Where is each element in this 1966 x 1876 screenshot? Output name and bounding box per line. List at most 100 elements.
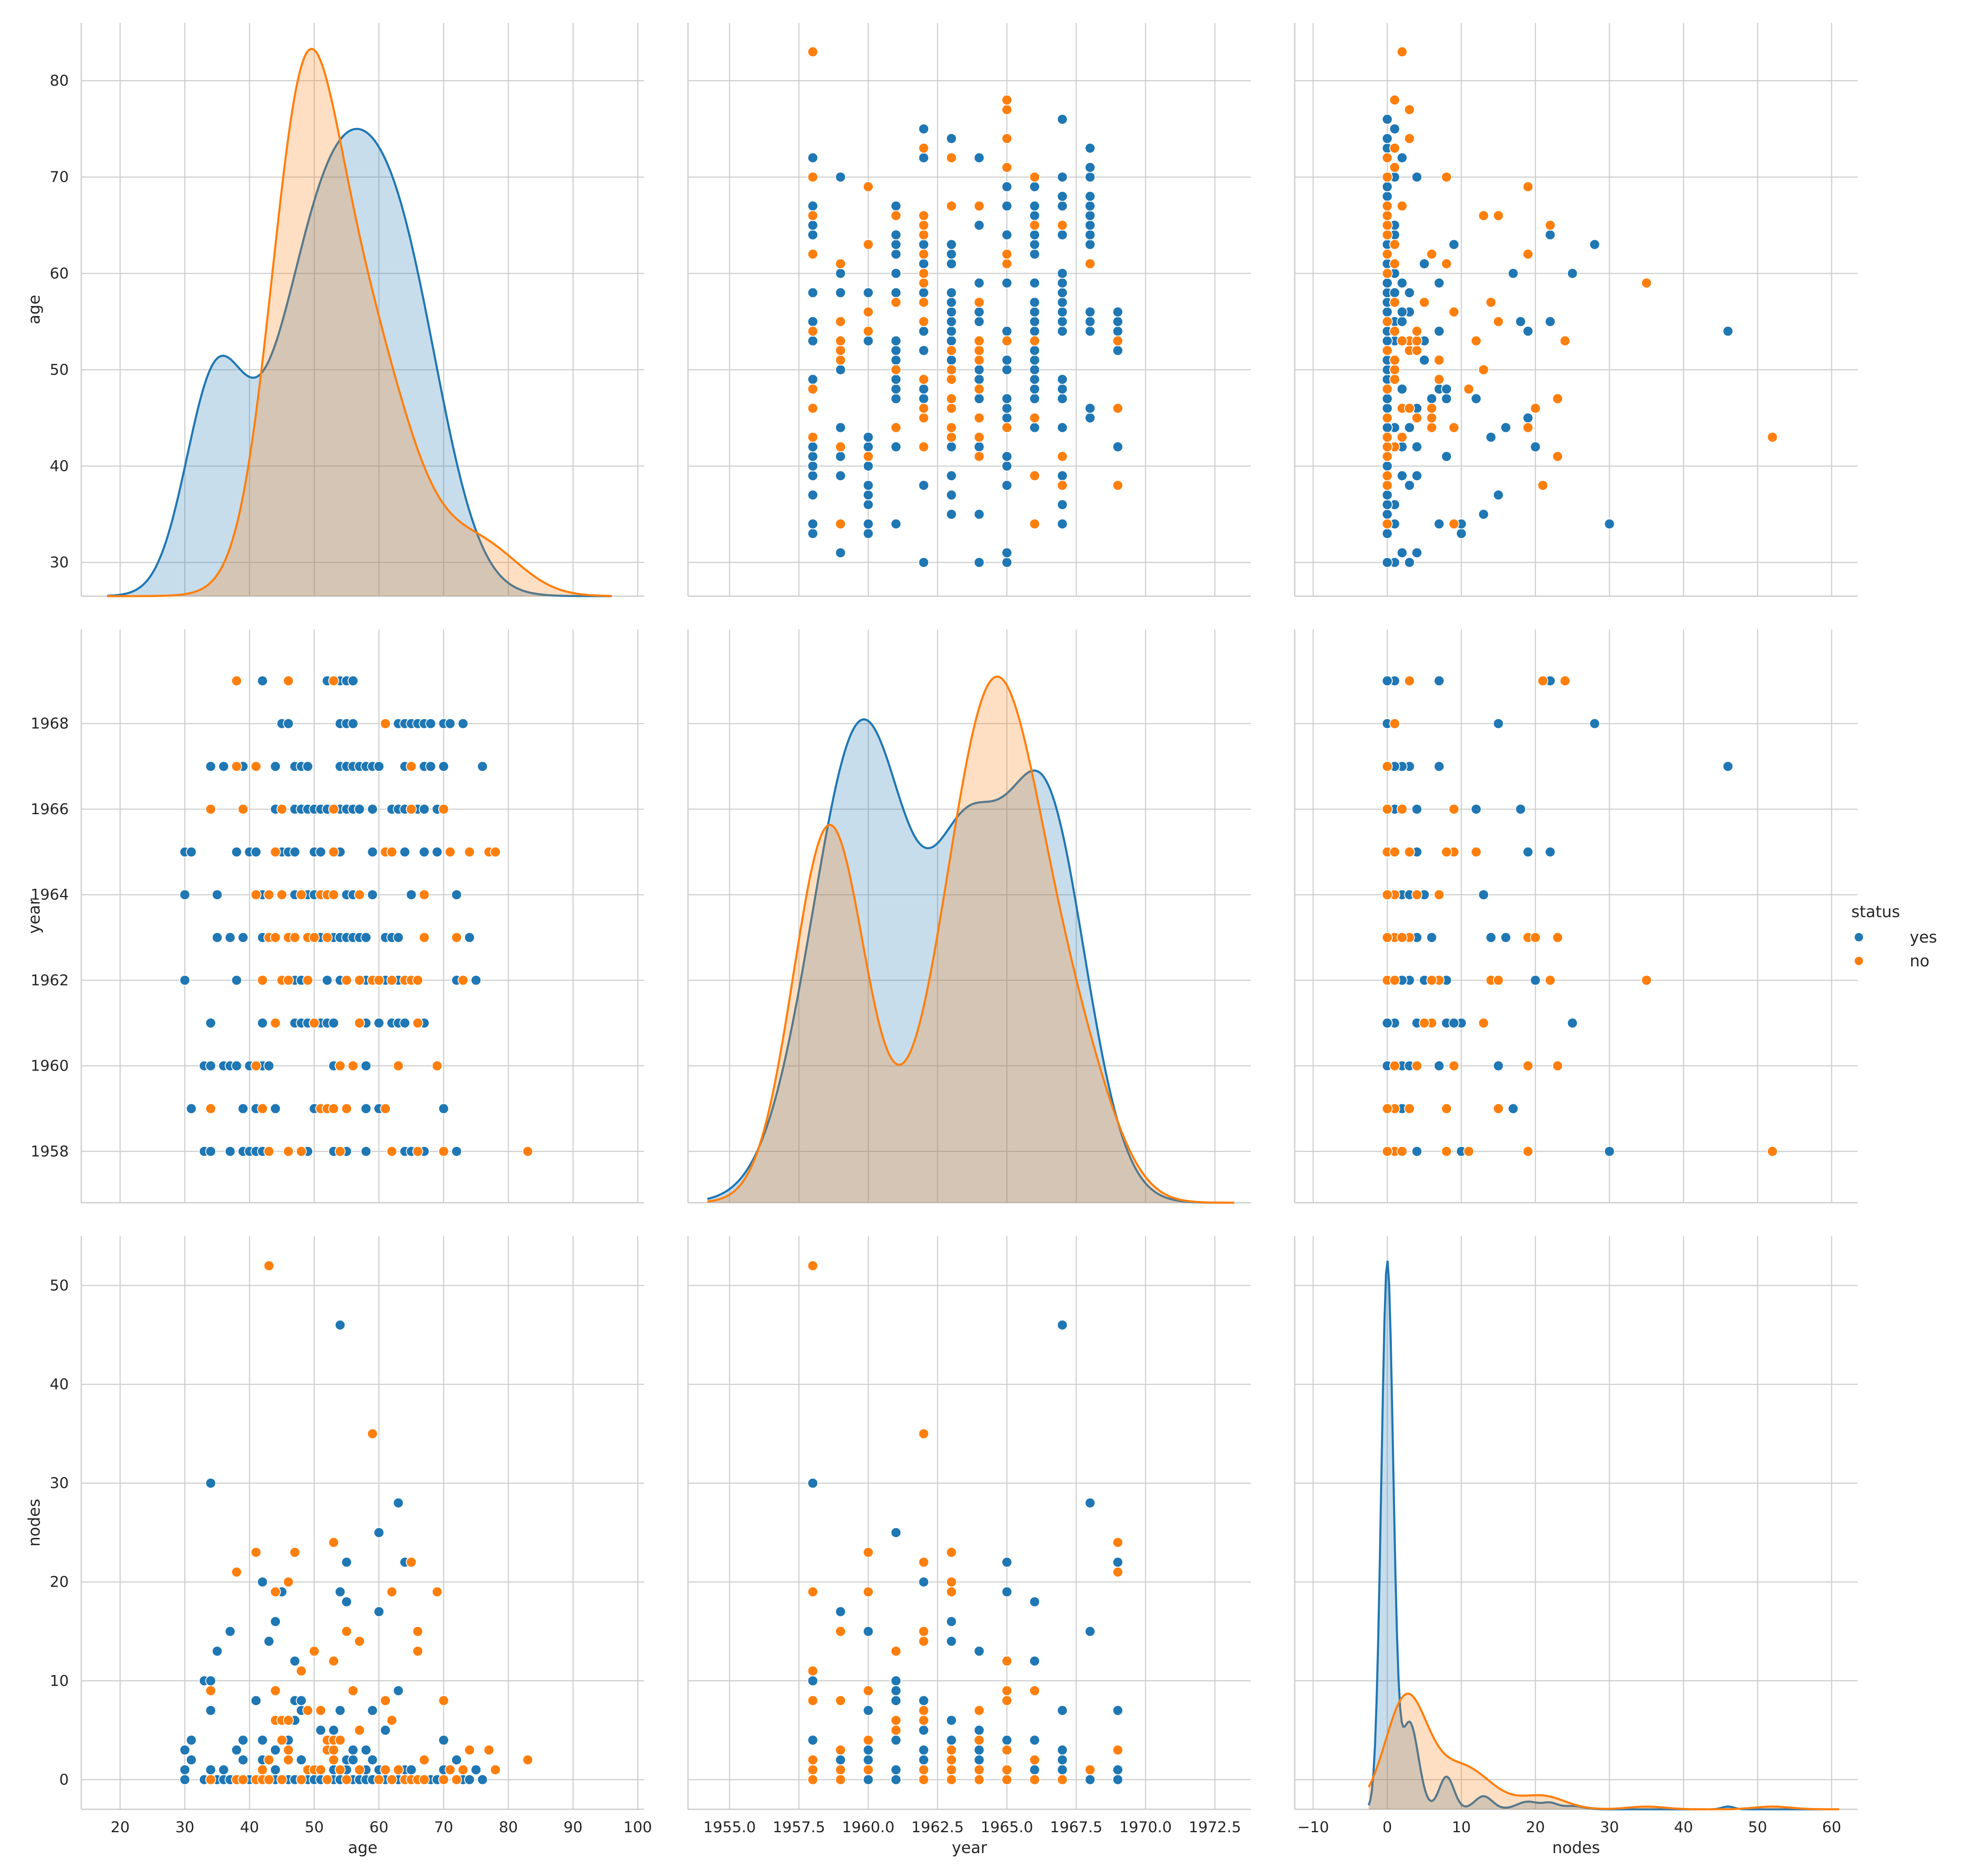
scatter-point-no	[1001, 248, 1012, 260]
legend: status yes no	[1851, 903, 1937, 970]
scatter-point-no	[974, 1705, 985, 1716]
scatter-point-yes	[1112, 1705, 1123, 1716]
scatter-point-yes	[1382, 499, 1393, 510]
scatter-point-no	[863, 1547, 874, 1558]
legend-label-yes: yes	[1910, 928, 1937, 946]
scatter-point-yes	[1434, 277, 1445, 288]
scatter-point-no	[1537, 675, 1549, 687]
scatter-point-no	[1382, 412, 1393, 424]
scatter-point-yes	[1478, 889, 1489, 900]
scatter-point-no	[1434, 374, 1445, 385]
scatter-point-no	[1493, 210, 1504, 221]
scatter-point-yes	[1057, 287, 1068, 298]
scatter-point-no	[974, 1735, 985, 1746]
scatter-point-yes	[1057, 171, 1068, 183]
scatter-point-no	[1001, 1764, 1012, 1776]
scatter-point-yes	[393, 1685, 404, 1696]
scatter-point-no	[1382, 152, 1393, 163]
scatter-point-yes	[1112, 1764, 1123, 1776]
scatter-point-yes	[264, 1060, 274, 1071]
scatter-point-yes	[1029, 393, 1040, 404]
scatter-point-no	[451, 932, 462, 943]
scatter-point-yes	[807, 451, 819, 462]
scatter-point-no	[1001, 335, 1012, 346]
x-tick-label: 50	[1748, 1819, 1767, 1836]
scatter-point-yes	[354, 804, 365, 815]
scatter-point-no	[918, 220, 929, 231]
scatter-point-no	[974, 1764, 985, 1776]
scatter-point-no	[918, 277, 929, 288]
scatter-point-yes	[373, 761, 384, 772]
scatter-point-yes	[1029, 1655, 1040, 1667]
scatter-point-no	[807, 431, 819, 443]
scatter-point-no	[1411, 326, 1423, 337]
scatter-point-no	[1471, 846, 1482, 858]
scatter-point-no	[1544, 975, 1556, 986]
y-tick-label: 1962	[30, 972, 69, 989]
scatter-point-yes	[1544, 316, 1556, 327]
legend-title: status	[1851, 903, 1900, 921]
scatter-point-no	[946, 1764, 957, 1776]
scatter-point-no	[974, 354, 985, 366]
scatter-point-yes	[367, 889, 378, 900]
scatter-point-no	[1382, 316, 1393, 327]
kde-line-yes	[1368, 1261, 1839, 1811]
scatter-point-no	[1404, 104, 1415, 115]
scatter-point-yes	[1085, 229, 1096, 241]
scatter-point-no	[315, 1705, 326, 1716]
scatter-point-no	[835, 1695, 846, 1706]
scatter-point-yes	[890, 384, 901, 395]
kde-fill-no	[107, 49, 612, 596]
y-tick-label: 40	[50, 1376, 69, 1393]
panel-nodes-vs-age: 20 30 40 50 60 70 80 90 100 0 10 20 30 40 50 age nodes	[25, 1236, 652, 1857]
scatter-point-no	[438, 804, 449, 815]
scatter-point-yes	[946, 258, 957, 269]
scatter-point-no	[1448, 1060, 1459, 1071]
scatter-point-yes	[296, 1754, 307, 1766]
scatter-point-no	[464, 846, 475, 858]
scatter-point-no	[257, 1103, 268, 1114]
scatter-point-yes	[360, 1146, 372, 1157]
scatter-point-yes	[1001, 557, 1012, 568]
scatter-point-yes	[1522, 326, 1534, 337]
legend-marker-no	[1854, 956, 1864, 966]
scatter-point-yes	[470, 975, 482, 986]
scatter-point-yes	[1382, 393, 1393, 404]
scatter-point-yes	[205, 1705, 216, 1716]
scatter-point-no	[1559, 335, 1571, 346]
scatter-point-no	[251, 1060, 261, 1071]
x-axis-label: age	[348, 1838, 378, 1857]
scatter-point-no	[946, 1576, 957, 1588]
scatter-point-no	[328, 804, 339, 815]
scatter-point-no	[264, 1754, 274, 1766]
scatter-point-no	[386, 1586, 397, 1598]
scatter-point-yes	[974, 1645, 985, 1657]
scatter-point-yes	[890, 1774, 901, 1785]
scatter-point-yes	[257, 1576, 268, 1588]
kde-fill-yes	[107, 129, 612, 597]
scatter-point-yes	[1382, 114, 1393, 125]
x-tick-label: 10	[1452, 1819, 1471, 1836]
scatter-point-no	[1426, 403, 1437, 414]
scatter-point-no	[419, 932, 430, 943]
scatter-point-no	[328, 1744, 339, 1756]
scatter-point-yes	[946, 326, 957, 337]
x-tick-label: 1960.0	[842, 1819, 894, 1836]
scatter-point-no	[1463, 1146, 1474, 1157]
scatter-point-yes	[1001, 480, 1012, 491]
scatter-point-no	[1389, 975, 1400, 986]
scatter-point-yes	[1441, 393, 1452, 404]
scatter-point-yes	[1411, 470, 1423, 482]
y-tick-label: 1958	[30, 1143, 69, 1160]
scatter-point-yes	[1057, 297, 1068, 308]
scatter-point-yes	[890, 1695, 901, 1706]
scatter-point-yes	[1396, 470, 1408, 482]
scatter-point-yes	[1029, 364, 1040, 375]
scatter-point-yes	[186, 846, 197, 858]
scatter-point-no	[1404, 403, 1415, 414]
scatter-point-no	[1471, 335, 1482, 346]
scatter-point-no	[1493, 975, 1504, 986]
scatter-point-no	[1463, 384, 1474, 395]
scatter-point-yes	[1085, 201, 1096, 212]
scatter-point-no	[863, 1764, 874, 1776]
